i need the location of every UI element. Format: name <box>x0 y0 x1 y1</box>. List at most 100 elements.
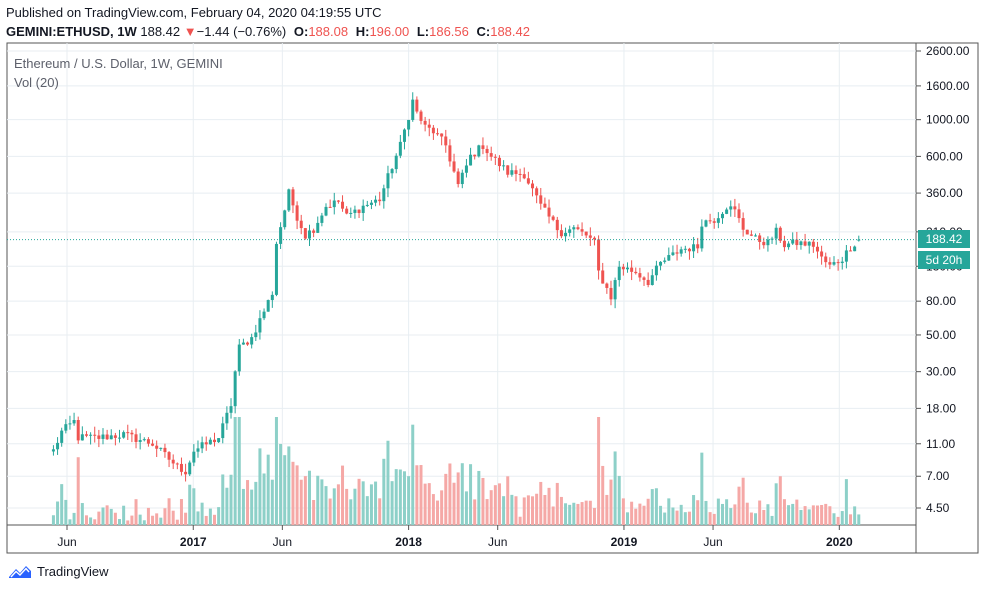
candle-body <box>543 203 547 208</box>
volume-bar <box>791 503 795 525</box>
open-label: O: <box>293 24 309 39</box>
volume-bar <box>696 500 700 525</box>
candle-body <box>295 205 299 221</box>
x-tick-label: Jun <box>273 535 292 549</box>
volume-bar <box>836 516 840 525</box>
volume-bar <box>687 511 691 525</box>
volume-bar <box>609 479 613 525</box>
candle-body <box>118 437 122 439</box>
candle-body <box>394 155 398 170</box>
change-value: −1.44 (−0.76%) <box>196 24 287 39</box>
candle-body <box>803 241 807 246</box>
volume-bar <box>745 502 749 525</box>
candle-body <box>56 442 60 450</box>
candle-body <box>720 213 724 219</box>
volume-bar <box>411 424 415 525</box>
candle-body <box>650 275 654 286</box>
volume-bar <box>518 516 522 525</box>
volume-bar <box>126 520 130 525</box>
footer-brand[interactable]: TradingView <box>8 564 109 579</box>
candle-body <box>815 246 819 252</box>
volume-bar <box>328 498 332 525</box>
volume-bar <box>134 499 138 525</box>
x-tick-label: Jun <box>703 535 722 549</box>
candle-body <box>700 226 704 249</box>
volume-legend: Vol (20) <box>14 75 59 90</box>
y-tick-label: 30.00 <box>926 365 956 379</box>
volume-bar <box>531 496 535 525</box>
candle-body <box>840 261 844 264</box>
candle-body <box>138 440 142 442</box>
candle-body <box>621 266 625 270</box>
candle-body <box>237 344 241 372</box>
candle-body <box>766 239 770 246</box>
candle-body <box>175 463 179 465</box>
tradingview-cloud-icon <box>9 565 31 578</box>
volume-bar <box>559 496 563 525</box>
volume-bar <box>200 502 204 525</box>
candle-body <box>316 222 320 233</box>
volume-bar <box>196 511 200 525</box>
volume-bar <box>642 505 646 525</box>
candle-body <box>233 371 237 407</box>
volume-bar <box>539 481 543 525</box>
volume-bar <box>493 485 497 525</box>
candle-body <box>733 206 737 210</box>
volume-bar <box>489 490 493 525</box>
candle-body <box>576 227 580 230</box>
volume-bar <box>374 481 378 525</box>
volume-bar <box>221 474 225 525</box>
volume-bar <box>299 479 303 525</box>
candle-body <box>279 227 283 244</box>
volume-bar <box>572 502 576 525</box>
candle-body <box>824 256 828 263</box>
published-line: Published on TradingView.com, February 0… <box>6 5 382 20</box>
volume-bar <box>118 519 122 525</box>
volume-bar <box>431 494 435 525</box>
volume-bar <box>130 515 134 525</box>
candle-body <box>270 294 274 301</box>
volume-bar <box>725 499 729 525</box>
volume-bar <box>621 498 625 525</box>
ohlc-line: GEMINI:ETHUSD, 1W 188.42 ▼−1.44 (−0.76%)… <box>6 24 530 39</box>
candle-body <box>555 219 559 231</box>
close-label: C: <box>476 24 491 39</box>
volume-bar <box>427 483 431 525</box>
candle-body <box>518 173 522 175</box>
candle-body <box>307 230 311 239</box>
volume-bar <box>208 508 212 525</box>
volume-bar <box>782 499 786 525</box>
candle-body <box>646 279 650 286</box>
candle-body <box>97 435 101 439</box>
candle-body <box>737 209 741 219</box>
candle-body <box>113 435 117 438</box>
open-value: 188.08 <box>308 24 349 39</box>
x-tick-label: Jun <box>488 535 507 549</box>
candle-body <box>163 447 167 453</box>
y-tick-label: 80.00 <box>926 294 956 308</box>
volume-bar <box>815 505 819 525</box>
y-tick-label: 4.50 <box>926 501 950 515</box>
candle-body <box>440 133 444 137</box>
candle-body <box>853 246 857 252</box>
volume-bar <box>84 515 88 525</box>
volume-bar <box>320 479 324 525</box>
high-label: H: <box>355 24 370 39</box>
candle-body <box>324 206 328 216</box>
candle-body <box>427 124 431 128</box>
volume-bar <box>192 488 196 525</box>
volume-bar <box>270 479 274 525</box>
candle-body <box>332 200 336 208</box>
candle-body <box>225 412 229 424</box>
volume-bar <box>464 491 468 525</box>
volume-bar <box>588 500 592 525</box>
volume-bar <box>378 498 382 525</box>
candle-body <box>630 267 634 272</box>
candle-body <box>638 273 642 278</box>
volume-bar <box>436 500 440 525</box>
candle-body <box>828 262 832 265</box>
volume-bar <box>811 505 815 525</box>
candle-body <box>592 237 596 240</box>
candle-body <box>679 249 683 254</box>
